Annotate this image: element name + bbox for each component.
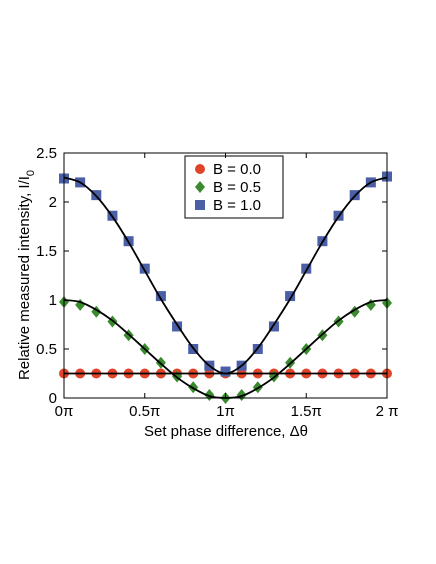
y-axis-label-subscript: 0 [25,170,37,176]
legend-label: B = 1.0 [213,197,261,214]
tick-labels: 0π 0.5π 1π 1.5π 2 π 0 0.5 1 1.5 2 2.5 [36,145,398,420]
legend-label: B = 0.0 [213,161,261,178]
x-tick-label: 1π [216,403,235,420]
y-tick-label: 1.5 [36,243,57,260]
data-point [139,263,150,274]
fit-line-2 [63,299,388,399]
data-point [285,291,296,302]
legend-marker [195,164,205,174]
data-point [155,291,166,302]
y-tick-label: 0 [49,390,57,407]
legend-marker [195,181,205,193]
fit-line-3 [63,176,388,375]
x-tick-label: 0.5π [129,403,160,420]
y-axis-label-main: Relative measured intensity, I/I [16,176,33,380]
legend: B = 0.0B = 0.5B = 1.0 [184,155,284,219]
axes [63,152,388,399]
y-tick-label: 2 [49,194,57,211]
x-tick-label: 0π [55,403,74,420]
legend-marker [195,200,205,210]
data-point [301,263,312,274]
data-point [220,366,231,377]
y-tick-label: 1 [49,292,57,309]
x-tick-label: 2 π [376,403,399,420]
series-2 [59,295,392,404]
x-axis-label: Set phase difference, Δθ [144,423,308,440]
data-point [268,321,279,332]
legend-label: B = 0.5 [213,179,261,196]
y-tick-label: 0.5 [36,341,57,358]
y-axis-label: Relative measured intensity, I/I0 [16,170,37,380]
x-tick-label: 1.5π [291,403,322,420]
data-point [172,321,183,332]
y-tick-label: 2.5 [36,145,57,162]
